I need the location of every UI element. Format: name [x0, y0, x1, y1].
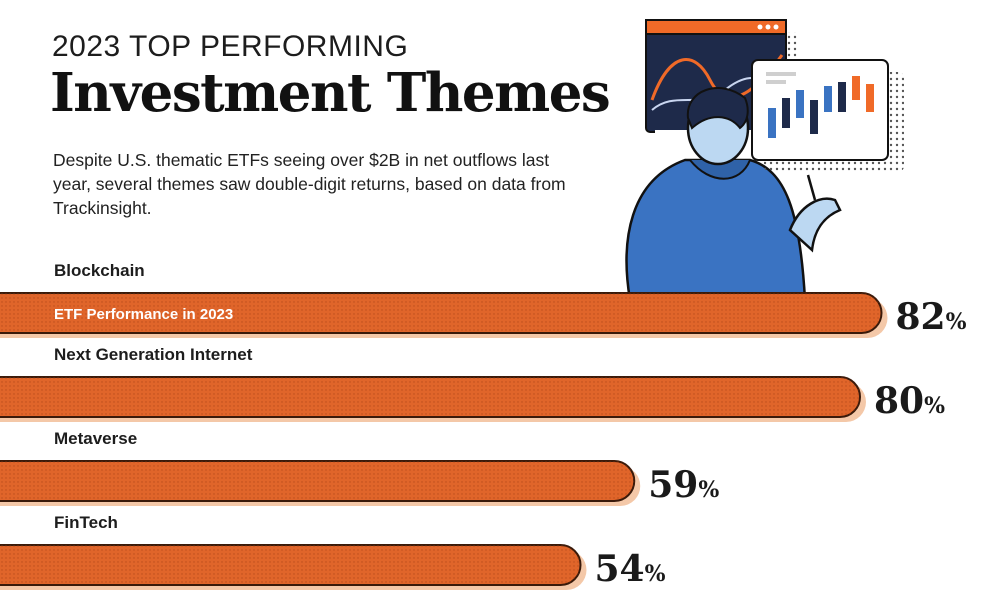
chart-card-icon — [751, 59, 904, 172]
kicker-heading: 2023 TOP PERFORMING — [52, 30, 409, 63]
page-title: Investment Themes — [50, 62, 611, 124]
value-label: 82% — [896, 296, 967, 338]
bar-texture — [0, 461, 635, 501]
category-label: FinTech — [54, 513, 118, 532]
bar-texture — [0, 377, 860, 417]
person-icon — [625, 87, 842, 300]
subtitle-text: Despite U.S. thematic ETFs seeing over $… — [53, 150, 566, 218]
bar-annotation: ETF Performance in 2023 — [54, 306, 233, 323]
investor-illustration — [625, 19, 904, 300]
category-label: Metaverse — [54, 429, 137, 448]
bar-texture — [0, 545, 581, 585]
value-label: 80% — [874, 380, 945, 422]
category-label: Blockchain — [54, 261, 145, 280]
value-label: 54% — [595, 548, 666, 590]
category-label: Next Generation Internet — [54, 345, 253, 364]
value-label: 59% — [648, 464, 719, 506]
bar-texture — [0, 293, 882, 333]
